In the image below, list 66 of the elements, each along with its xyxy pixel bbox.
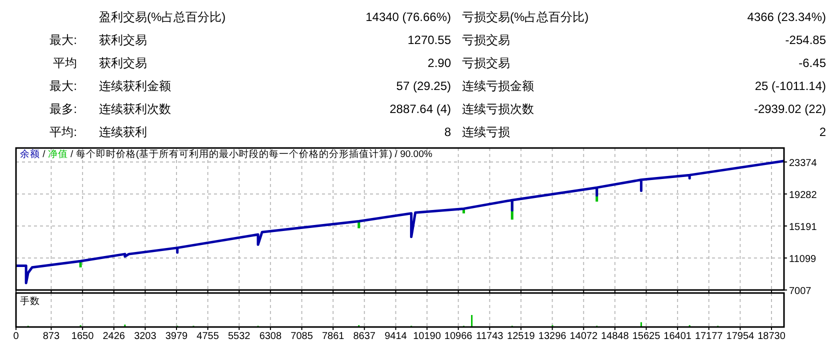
y-tick-label: 11099 [789,254,817,265]
text: 25 (-1011.14) [754,79,826,93]
x-tick-label: 7861 [322,331,345,342]
y-tick-label: 23374 [789,158,818,169]
x-tick-label: 5532 [228,331,251,342]
x-tick-label: 11743 [476,331,504,342]
x-tick-label: 4755 [196,331,220,342]
x-tick-label: 10966 [444,331,473,342]
annotation: / [40,149,48,160]
x-tick-label: 6308 [259,331,282,342]
line-series [14,160,786,284]
x-tick-label: 2426 [102,331,126,342]
x-tick-label: 9414 [384,331,408,342]
text: 8 [444,125,452,139]
x-tick-label: 8637 [353,331,376,342]
text: 57 (29.25) [396,79,452,93]
x-tick-label: 3203 [134,331,157,342]
y-tick-label: 15191 [789,222,818,233]
text: 1270.55 [408,33,452,47]
x-tick-label: 16401 [664,331,692,342]
y-tick-label: 19282 [789,190,818,201]
x-tick-label: 15625 [632,331,661,342]
text: 连续获利金额 [99,79,171,93]
x-tick-label: 3979 [165,331,188,342]
chart-title: 手数 [20,295,40,307]
x-tick-label: 873 [42,331,60,342]
text: 获利交易 [99,56,147,70]
text: -2939.02 (22) [754,102,826,116]
x-tick-label: 1650 [71,331,94,342]
x-tick-label: 13296 [538,331,567,342]
text: 最大: [50,79,77,93]
text: 连续亏损 [462,125,510,139]
x-tick-label: 14072 [570,331,598,342]
x-tick-label: 10190 [413,331,442,342]
text: 余额 [20,148,40,160]
text: 14340 (76.66%) [366,10,451,24]
text: -254.85 [785,33,826,47]
text: -6.45 [798,56,826,70]
x-tick-label: 7085 [290,331,314,342]
text: 最大: [50,33,77,47]
text: 连续亏损次数 [462,102,534,116]
x-tick-label: 17954 [726,331,755,342]
text: 2.90 [428,56,452,70]
text: 平均: [50,125,77,139]
x-tick-label: 12519 [507,331,536,342]
x-tick-label: 0 [13,331,20,342]
text: 4366 (23.34%) [747,10,826,24]
text: 连续获利次数 [99,102,171,116]
text: 2887.64 (4) [390,102,451,116]
text: 最多: [50,102,77,116]
text: 平均 [53,56,77,70]
x-tick-label: 18730 [758,331,786,342]
text: 盈利交易(%占总百分比) [99,10,226,24]
text: 亏损交易 [462,33,510,47]
text: 2 [819,125,826,139]
x-tick-label: 14848 [601,331,630,342]
x-tick-label: 17177 [694,331,724,342]
text: 连续亏损金额 [462,79,534,93]
text: 净值 [48,148,68,160]
text: 连续获利 [99,125,147,139]
text: 亏损交易(%占总百分比) [462,10,589,24]
annotation: / [68,149,76,160]
text: 获利交易 [99,33,147,47]
chart-title: 每个即时价格(基于所有可利用的最小时段的每一个价格的分形插值计算) / 90.00% [76,148,433,160]
text: 亏损交易 [462,56,510,70]
y-tick-label: 7007 [789,286,812,297]
